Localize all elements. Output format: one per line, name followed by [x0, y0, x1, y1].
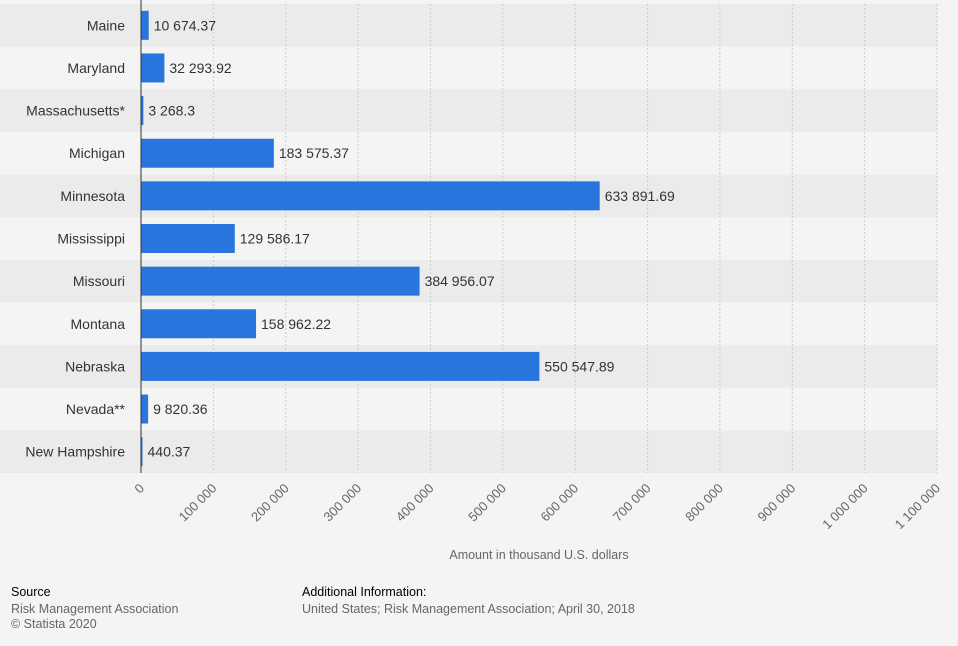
value-label: 158 962.22: [261, 316, 331, 332]
x-tick-label: 1 000 000: [819, 481, 871, 533]
source-name: Risk Management Association: [11, 602, 179, 616]
bar: [141, 53, 165, 83]
bar: [141, 394, 149, 424]
category-label: Massachusetts*: [26, 103, 125, 119]
value-label: 10 674.37: [154, 17, 216, 33]
bar: [141, 437, 143, 467]
bars: [141, 10, 600, 467]
bar: [141, 224, 235, 253]
category-label: Minnesota: [60, 188, 125, 204]
additional-info-text: United States; Risk Management Associati…: [302, 602, 635, 616]
value-label: 9 820.36: [153, 401, 208, 417]
category-labels: Maine Maryland Massachusetts* Michigan Minne…: [25, 17, 125, 459]
gridlines: [212, 4, 938, 473]
x-tick-label: 400 000: [393, 481, 437, 525]
x-tick-label: 800 000: [682, 481, 726, 525]
x-tick-label: 700 000: [610, 481, 654, 525]
source-heading: Source: [11, 585, 51, 599]
x-tick-label: 900 000: [755, 481, 799, 525]
x-tick-label: 200 000: [248, 481, 292, 525]
category-label: New Hampshire: [25, 444, 125, 460]
bar: [141, 10, 149, 40]
category-label: Maryland: [67, 60, 125, 76]
value-label: 129 586.17: [240, 231, 310, 247]
x-tick-label: 600 000: [537, 481, 581, 525]
category-label: Nevada**: [66, 401, 126, 417]
value-label: 183 575.37: [279, 145, 349, 161]
category-label: Nebraska: [65, 358, 125, 374]
value-labels: 10 674.37 32 293.92 3 268.3 183 575.37 633 8…: [148, 17, 675, 459]
category-label: Montana: [71, 316, 126, 332]
value-label: 32 293.92: [169, 60, 231, 76]
row-band: [0, 430, 937, 473]
value-label: 633 891.69: [605, 188, 675, 204]
category-label: Michigan: [69, 145, 125, 161]
value-label: 384 956.07: [425, 273, 495, 289]
bar: [141, 138, 274, 168]
bar: [141, 181, 600, 211]
bar: [141, 266, 420, 296]
category-label: Mississippi: [57, 231, 125, 247]
category-label: Missouri: [73, 273, 125, 289]
x-tick-label: 1 100 000: [892, 481, 944, 533]
x-tick-label: 500 000: [465, 481, 509, 525]
additional-info-heading: Additional Information:: [302, 585, 427, 599]
bar: [141, 309, 257, 339]
value-label: 550 547.89: [544, 358, 614, 374]
x-axis-title: Amount in thousand U.S. dollars: [449, 548, 628, 562]
x-tick-label: 100 000: [176, 481, 220, 525]
value-label: 440.37: [148, 444, 191, 460]
category-label: Maine: [87, 17, 125, 33]
bar: [141, 351, 540, 381]
copyright: © Statista 2020: [11, 617, 97, 631]
value-label: 3 268.3: [148, 103, 195, 119]
bar: [141, 96, 144, 126]
x-tick-label: 0: [131, 481, 147, 497]
x-tick-label: 300 000: [320, 481, 364, 525]
row-band: [0, 89, 937, 132]
x-tick-labels: 0 100 000 200 000 300 000 400 000 500 000 600 …: [131, 481, 943, 533]
row-band: [0, 4, 937, 47]
